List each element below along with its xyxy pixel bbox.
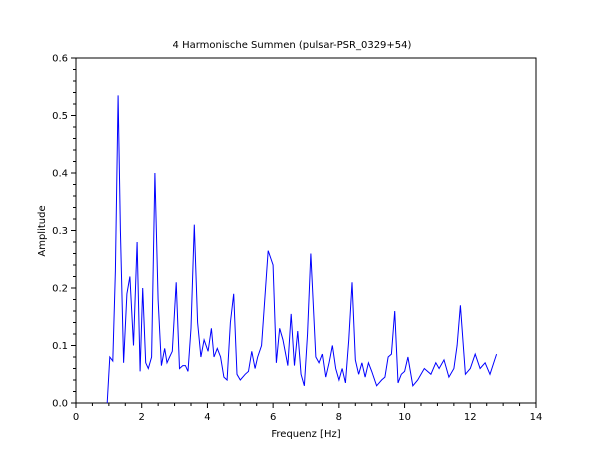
- x-axis-label: Frequenz [Hz]: [271, 429, 340, 440]
- y-tick-label: 0.4: [52, 169, 68, 180]
- y-tick-label: 0.5: [52, 111, 68, 122]
- x-tick-label: 0: [73, 412, 79, 423]
- x-tick-label: 2: [139, 412, 145, 423]
- x-tick-label: 14: [530, 412, 543, 423]
- y-axis: 0.0 0.1 0.2 0.3 0.4 0.5 0.6: [52, 54, 76, 410]
- x-tick-label: 6: [270, 412, 276, 423]
- y-tick-label: 0.2: [52, 284, 68, 295]
- y-tick-label: 0.1: [52, 341, 68, 352]
- x-tick-label: 10: [398, 412, 411, 423]
- y-axis-label: Amplitude: [37, 205, 48, 256]
- y-tick-label: 0.6: [52, 54, 68, 65]
- plot-area: 0 2 4 6 8 10 12 14 0.0 0.1 0.2 0.3 0.4 0.5 0.6: [52, 54, 542, 424]
- x-axis: 0 2 4 6 8 10 12 14: [73, 403, 543, 423]
- x-tick-label: 4: [204, 412, 210, 423]
- y-tick-label: 0.0: [52, 399, 68, 410]
- series-line: [106, 95, 498, 404]
- x-tick-label: 8: [336, 412, 342, 423]
- x-tick-label: 12: [464, 412, 477, 423]
- chart-title: 4 Harmonische Summen (pulsar-PSR_0329+54…: [173, 40, 412, 51]
- y-tick-label: 0.3: [52, 226, 68, 237]
